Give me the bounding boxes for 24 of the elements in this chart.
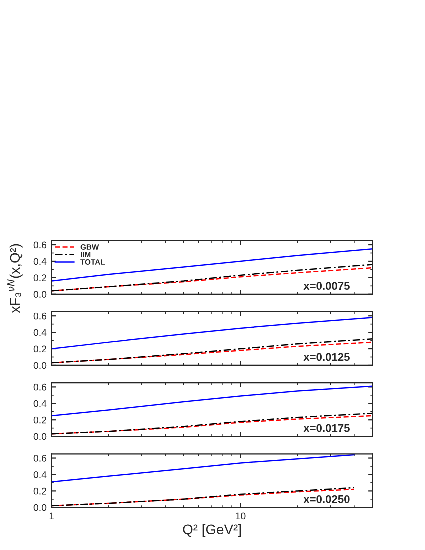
y-tick-label: 0.2: [34, 274, 46, 282]
y-tick-label: 0.6: [34, 242, 47, 249]
y-tick-label: 0.4: [34, 400, 47, 408]
y-tick-label: 0.2: [34, 416, 46, 424]
annotation: x=0.0075: [304, 282, 350, 290]
y-tick-label: 0.0: [34, 433, 47, 440]
y-tick-label: 0.4: [34, 258, 47, 266]
y-tick-label: 0.4: [34, 329, 47, 336]
y-tick-label: 0.0: [34, 362, 47, 370]
y-tick-label: 0.4: [34, 471, 47, 478]
annotation: x=0.0175: [304, 424, 350, 432]
y-tick-label: 0.0: [34, 504, 47, 512]
y-tick-label: 0.6: [34, 312, 47, 320]
y-tick-label: 0.2: [34, 346, 46, 353]
x-tick-label: 1: [50, 512, 54, 520]
x-tick-label: 10: [236, 512, 246, 520]
annotation: x=0.0250: [304, 495, 350, 504]
annotation: x=0.0125: [304, 353, 350, 362]
y-tick-label: 0.0: [34, 291, 47, 298]
y-tick-label: 0.6: [34, 455, 47, 462]
y-tick-label: 0.6: [34, 384, 47, 391]
x-axis-title: Q² [GeV²]: [183, 524, 242, 538]
y-axis-title: xF₃$^{νN}$(x,Q²): [8, 244, 23, 314]
y-tick-label: 0.2: [34, 488, 46, 495]
